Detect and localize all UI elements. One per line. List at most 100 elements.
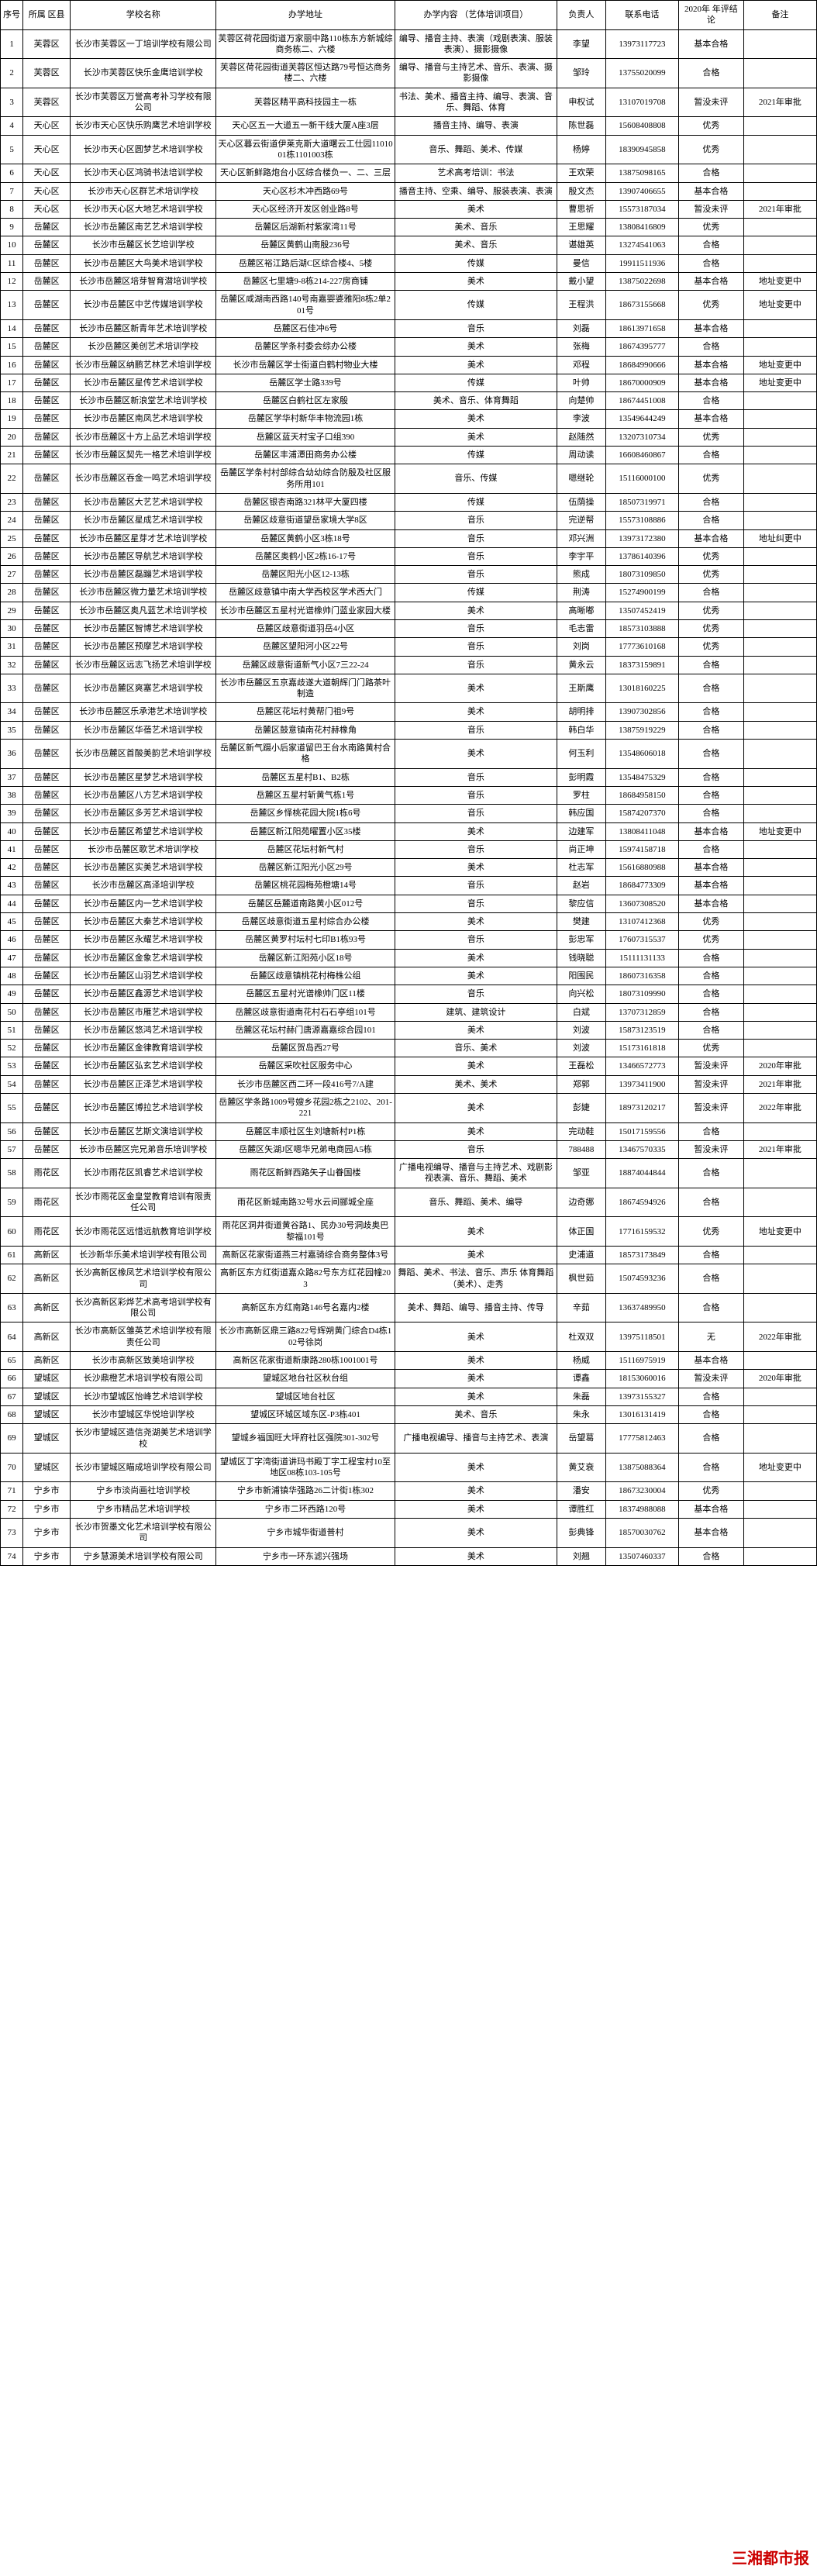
cell-person: 邓程 — [557, 356, 606, 374]
cell-conclusion: 合格 — [679, 1021, 744, 1039]
cell-seq: 25 — [1, 529, 23, 547]
table-row: 65高新区长沙市高新区致美培训学校高新区花家街道新康路280栋1001001号美… — [1, 1352, 817, 1370]
cell-conclusion: 优秀 — [679, 1217, 744, 1247]
table-row: 58雨花区长沙市雨花区凯睿艺术培训学校雨花区新鲜西路矢子山眷国楼广播电视编导、播… — [1, 1159, 817, 1188]
cell-name: 长沙市岳麓区南凤艺术培训学校 — [71, 410, 216, 428]
cell-conclusion: 合格 — [679, 1122, 744, 1140]
cell-phone: 13637489950 — [605, 1293, 678, 1322]
cell-person: 彭典锋 — [557, 1519, 606, 1548]
cell-phone: 18670000909 — [605, 374, 678, 391]
cell-name: 长沙市岳麓区智博艺术培训学校 — [71, 619, 216, 637]
cell-phone: 13466572773 — [605, 1057, 678, 1075]
cell-phone: 18374988088 — [605, 1500, 678, 1518]
cell-district: 望城区 — [23, 1405, 71, 1423]
cell-seq: 40 — [1, 822, 23, 840]
cell-seq: 34 — [1, 703, 23, 721]
cell-phone: 13973172380 — [605, 529, 678, 547]
cell-district: 雨花区 — [23, 1188, 71, 1217]
cell-phone: 18673155668 — [605, 291, 678, 320]
cell-phone: 13755020099 — [605, 59, 678, 88]
cell-addr: 望城区环城区域东区-P3栋401 — [216, 1405, 395, 1423]
cell-person: 完逆帮 — [557, 512, 606, 529]
cell-seq: 21 — [1, 447, 23, 464]
cell-addr: 长沙市岳麓区五京嘉歧遂大道朝辉门门路茶叶制造 — [216, 674, 395, 703]
cell-name: 长沙市芙蓉区万誉高考补习学校有限公司 — [71, 88, 216, 117]
cell-person: 王斯鹰 — [557, 674, 606, 703]
cell-person: 王欢荣 — [557, 164, 606, 182]
cell-phone: 18674451008 — [605, 392, 678, 410]
cell-seq: 62 — [1, 1264, 23, 1294]
table-row: 31岳麓区长沙市岳麓区预摩艺术培训学校岳麓区望阳河小区22号音乐刘岗177736… — [1, 638, 817, 656]
cell-person: 张梅 — [557, 338, 606, 356]
cell-seq: 57 — [1, 1140, 23, 1158]
cell-remark — [743, 1500, 816, 1518]
cell-content: 音乐 — [395, 877, 557, 895]
table-row: 12岳麓区长沙市岳麓区培芽智育潜培训学校岳麓区七里塘9-8栋214-227房商铺… — [1, 273, 817, 291]
cell-person: 曼信 — [557, 254, 606, 272]
table-row: 19岳麓区长沙市岳麓区南凤艺术培训学校岳麓区学华村新华丰物流园1栋美术李波135… — [1, 410, 817, 428]
cell-remark — [743, 931, 816, 949]
cell-conclusion: 合格 — [679, 656, 744, 674]
cell-person: 辛茹 — [557, 1293, 606, 1322]
cell-person: 荆涛 — [557, 584, 606, 602]
cell-content: 传媒 — [395, 447, 557, 464]
cell-addr: 岳麓区裕江路后湖C区综合楼4、5楼 — [216, 254, 395, 272]
cell-district: 岳麓区 — [23, 1057, 71, 1075]
cell-addr: 天心区新鲜路炮台小区综合楼负一、二、三层 — [216, 164, 395, 182]
cell-addr: 岳麓区花坛村黄帮门祖9号 — [216, 703, 395, 721]
cell-remark — [743, 721, 816, 739]
cell-seq: 13 — [1, 291, 23, 320]
cell-seq: 61 — [1, 1246, 23, 1264]
cell-conclusion: 合格 — [679, 805, 744, 822]
cell-content: 美术 — [395, 200, 557, 218]
cell-remark — [743, 135, 816, 164]
cell-phone: 13548606018 — [605, 740, 678, 769]
cell-person: 钱晓聪 — [557, 949, 606, 967]
cell-phone: 15074593236 — [605, 1264, 678, 1294]
cell-remark — [743, 182, 816, 200]
cell-person: 李望 — [557, 29, 606, 59]
cell-addr: 高新区东方红街道嘉众路82号东方红花园幢203 — [216, 1264, 395, 1294]
cell-person: 谌雄英 — [557, 236, 606, 254]
cell-seq: 31 — [1, 638, 23, 656]
cell-seq: 74 — [1, 1547, 23, 1565]
cell-content: 美术 — [395, 1021, 557, 1039]
cell-content: 美术、舞蹈、编导、播音主持、传导 — [395, 1293, 557, 1322]
cell-remark — [743, 895, 816, 912]
cell-conclusion: 无 — [679, 1322, 744, 1352]
cell-district: 岳麓区 — [23, 338, 71, 356]
table-row: 20岳麓区长沙市岳麓区十方上品艺术培训学校岳麓区蓝天村宝子口组390美术赵随然1… — [1, 428, 817, 446]
cell-phone: 15017159556 — [605, 1122, 678, 1140]
cell-content: 传媒 — [395, 291, 557, 320]
cell-seq: 56 — [1, 1122, 23, 1140]
cell-addr: 岳麓区后湖新村紫家湾11号 — [216, 219, 395, 236]
table-row: 30岳麓区长沙市岳麓区智博艺术培训学校岳麓区歧意街道羽岳4小区音乐毛志雷1857… — [1, 619, 817, 637]
cell-seq: 5 — [1, 135, 23, 164]
cell-seq: 1 — [1, 29, 23, 59]
cell-phone: 13808416809 — [605, 219, 678, 236]
cell-conclusion: 基本合格 — [679, 1352, 744, 1370]
cell-name: 长沙市高新区雏英艺术培训学校有限责任公司 — [71, 1322, 216, 1352]
cell-district: 岳麓区 — [23, 1122, 71, 1140]
cell-person: 彭明霞 — [557, 768, 606, 786]
cell-conclusion: 合格 — [679, 1293, 744, 1322]
cell-district: 岳麓区 — [23, 447, 71, 464]
cell-district: 岳麓区 — [23, 356, 71, 374]
cell-district: 天心区 — [23, 135, 71, 164]
cell-content: 音乐 — [395, 656, 557, 674]
cell-seq: 48 — [1, 967, 23, 985]
cell-district: 天心区 — [23, 164, 71, 182]
cell-conclusion: 合格 — [679, 1453, 744, 1482]
cell-content: 音乐 — [395, 721, 557, 739]
cell-district: 岳麓区 — [23, 895, 71, 912]
cell-seq: 11 — [1, 254, 23, 272]
cell-seq: 49 — [1, 985, 23, 1003]
cell-seq: 22 — [1, 464, 23, 494]
cell-conclusion: 合格 — [679, 949, 744, 967]
cell-phone: 13018160225 — [605, 674, 678, 703]
cell-content: 音乐 — [395, 786, 557, 804]
cell-remark — [743, 656, 816, 674]
cell-content: 音乐、美术 — [395, 1040, 557, 1057]
cell-seq: 23 — [1, 493, 23, 511]
cell-name: 长沙市岳麓区实美艺术培训学校 — [71, 859, 216, 877]
